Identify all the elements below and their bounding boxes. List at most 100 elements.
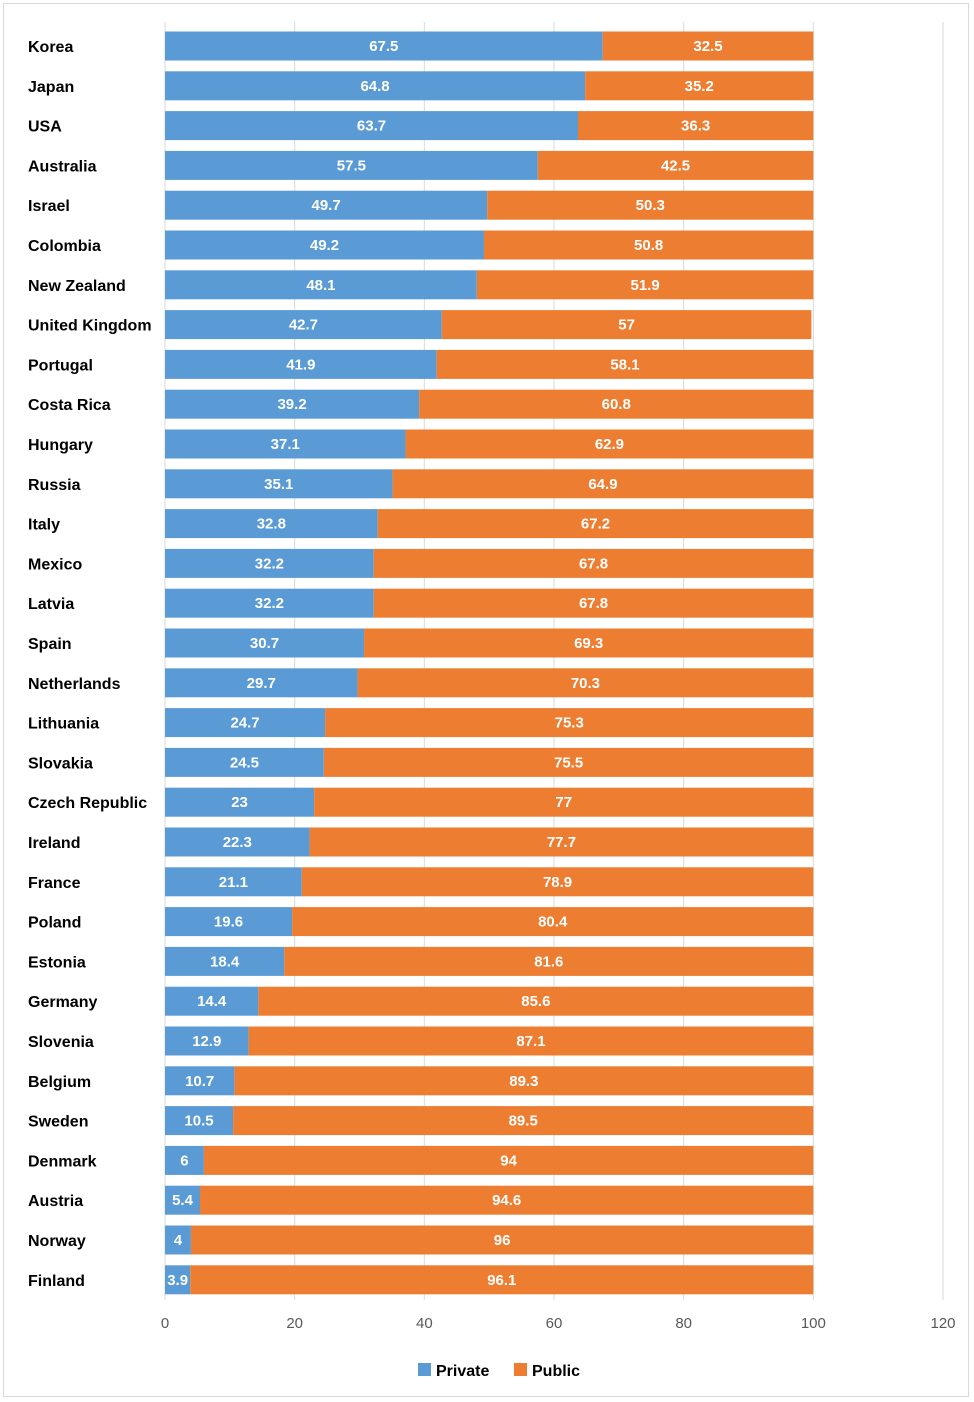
data-label-public: 96: [494, 1232, 511, 1249]
bar-private: [165, 509, 378, 539]
data-label-private: 48.1: [306, 277, 335, 294]
bar-public: [234, 1066, 814, 1096]
data-label-private: 32.8: [257, 516, 286, 533]
data-label-public: 96.1: [487, 1272, 516, 1289]
category-label: Lithuania: [28, 716, 99, 733]
bar-public: [377, 509, 814, 539]
bar-public: [325, 708, 814, 738]
data-label-public: 50.8: [634, 237, 663, 254]
bar-private: [165, 31, 603, 61]
data-label-private: 37.1: [271, 436, 300, 453]
bar-public: [200, 1185, 814, 1215]
x-tick-label: 40: [416, 1315, 433, 1332]
bar-private: [165, 708, 326, 738]
data-label-private: 18.4: [210, 953, 240, 970]
data-label-public: 94.6: [492, 1192, 521, 1209]
data-label-public: 60.8: [602, 396, 631, 413]
data-label-private: 19.6: [214, 914, 243, 931]
data-label-public: 36.3: [681, 118, 710, 135]
data-label-public: 75.3: [555, 715, 584, 732]
data-label-private: 12.9: [192, 1033, 221, 1050]
category-label: Korea: [28, 39, 73, 56]
data-label-private: 5.4: [172, 1192, 194, 1209]
data-label-public: 94: [500, 1152, 517, 1169]
data-label-private: 32.2: [255, 555, 284, 572]
data-label-private: 22.3: [223, 834, 252, 851]
category-label: Denmark: [28, 1153, 97, 1170]
data-label-private: 39.2: [277, 396, 306, 413]
bar-private: [165, 190, 488, 220]
bar-public: [248, 1026, 814, 1056]
category-label: New Zealand: [28, 278, 126, 295]
data-label-public: 67.2: [581, 516, 610, 533]
bar-private: [165, 349, 437, 379]
bar-public: [585, 71, 814, 101]
bar-public: [436, 349, 814, 379]
category-label: Belgium: [28, 1074, 91, 1091]
data-label-public: 78.9: [543, 874, 572, 891]
bar-private: [165, 1225, 191, 1255]
x-tick-label: 20: [286, 1315, 303, 1332]
category-label: Sweden: [28, 1114, 88, 1131]
data-label-public: 85.6: [521, 993, 550, 1010]
bar-public: [284, 946, 814, 976]
data-label-private: 10.5: [184, 1113, 213, 1130]
category-label: USA: [28, 119, 62, 136]
data-label-private: 23: [231, 794, 248, 811]
category-label: Spain: [28, 636, 72, 653]
bar-public: [483, 230, 814, 260]
data-label-public: 81.6: [534, 953, 563, 970]
bar-public: [233, 1106, 814, 1136]
bar-private: [165, 1145, 204, 1175]
category-label: Hungary: [28, 437, 93, 454]
bar-private: [165, 946, 285, 976]
bar-private: [165, 986, 259, 1016]
bar-public: [301, 867, 814, 897]
category-label: Finland: [28, 1273, 85, 1290]
bar-private: [165, 1106, 234, 1136]
bar-public: [190, 1265, 814, 1295]
data-label-private: 24.5: [230, 754, 259, 771]
data-label-private: 32.2: [255, 595, 284, 612]
data-label-private: 67.5: [369, 38, 398, 55]
data-label-private: 10.7: [185, 1073, 214, 1090]
data-label-private: 3.9: [167, 1272, 188, 1289]
data-label-private: 41.9: [286, 356, 315, 373]
bar-public: [373, 588, 814, 618]
data-label-public: 77: [555, 794, 572, 811]
category-label: Slovenia: [28, 1034, 94, 1051]
data-label-public: 35.2: [685, 78, 714, 95]
bar-private: [165, 1185, 201, 1215]
category-label: Slovakia: [28, 755, 93, 772]
category-label: Italy: [28, 517, 60, 534]
data-label-private: 6: [180, 1152, 188, 1169]
data-label-private: 29.7: [247, 675, 276, 692]
data-label-public: 89.5: [509, 1113, 538, 1130]
bar-private: [165, 827, 310, 857]
category-label: Japan: [28, 79, 74, 96]
bar-public: [364, 628, 814, 658]
data-label-public: 87.1: [516, 1033, 545, 1050]
bar-private: [165, 588, 374, 618]
data-label-public: 67.8: [579, 595, 608, 612]
bar-public: [487, 190, 814, 220]
category-label: Latvia: [28, 596, 74, 613]
bar-private: [165, 389, 420, 419]
data-label-public: 75.5: [554, 754, 583, 771]
x-tick-label: 0: [161, 1315, 169, 1332]
data-label-public: 58.1: [610, 356, 639, 373]
data-label-public: 70.3: [571, 675, 600, 692]
bar-public: [373, 548, 814, 578]
legend-label-public: Public: [532, 1363, 580, 1380]
x-tick-label: 100: [801, 1315, 826, 1332]
category-label: Portugal: [28, 357, 93, 374]
category-label: Australia: [28, 158, 97, 175]
category-label: Russia: [28, 477, 81, 494]
bar-private: [165, 787, 315, 817]
data-label-public: 67.8: [579, 555, 608, 572]
bar-private: [165, 907, 293, 937]
data-label-private: 64.8: [360, 78, 389, 95]
bar-private: [165, 1026, 249, 1056]
bar-private: [165, 270, 477, 300]
